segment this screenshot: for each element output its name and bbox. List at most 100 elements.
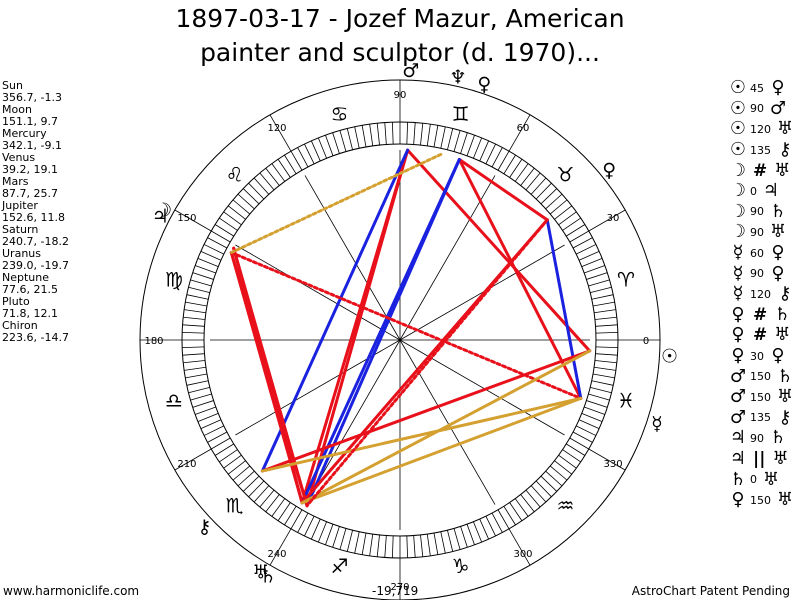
aspect-planet-2: ♄ xyxy=(776,365,794,387)
aspect-row: ☽ 0 ♃ xyxy=(727,181,796,202)
degree-label: 210 xyxy=(177,459,196,470)
zodiac-sign-glyph: ♓ xyxy=(617,389,635,413)
aspect-row: ♀ # ♅ xyxy=(727,325,796,346)
aspect-planet-2: ♅ xyxy=(772,447,789,469)
aspect-row: ♃ 90 ♄ xyxy=(727,428,796,449)
ring-tick xyxy=(197,257,219,267)
ring-tick xyxy=(182,331,205,334)
ring-tick xyxy=(549,465,568,481)
ring-tick xyxy=(317,137,327,159)
aspect-line xyxy=(305,218,549,508)
ring-tick xyxy=(549,199,568,215)
ring-tick xyxy=(595,331,618,334)
ring-tick xyxy=(183,316,206,320)
aspect-planet-2: ♀ xyxy=(771,242,785,264)
aspect-angle: 135 xyxy=(750,411,771,425)
ring-tick xyxy=(304,143,315,165)
ring-tick xyxy=(354,126,360,149)
ring-tick xyxy=(595,353,618,356)
ring-tick xyxy=(297,147,309,168)
planet-coords: 356.7, -1.3 xyxy=(2,91,62,104)
planet-coords: 77.6, 21.5 xyxy=(2,283,58,296)
aspect-row: ☽ 90 ♅ xyxy=(727,222,796,243)
ring-tick xyxy=(232,465,251,481)
ring-tick xyxy=(248,480,265,498)
degree-label: 120 xyxy=(267,123,286,134)
ring-tick xyxy=(473,137,483,159)
aspect-angle: 150 xyxy=(750,493,771,507)
ring-tick xyxy=(590,286,612,293)
aspect-row: ♄ 0 ♅ xyxy=(727,469,796,490)
aspect-planet-1: ♂ xyxy=(729,386,747,408)
ring-tick xyxy=(447,530,454,552)
ring-tick xyxy=(584,265,605,274)
ring-tick xyxy=(586,272,608,280)
aspect-row: ♀ 30 ♀ xyxy=(727,346,796,367)
ring-tick xyxy=(535,480,552,498)
ring-tick xyxy=(242,475,260,492)
aspect-planet-2: ♄ xyxy=(769,200,787,222)
ring-tick xyxy=(325,135,334,156)
planet-name: Sun xyxy=(2,79,23,92)
house-spokes xyxy=(140,80,660,600)
planet-name: Saturn xyxy=(2,223,39,236)
ring-tick xyxy=(413,122,416,145)
aspect-line xyxy=(545,218,583,400)
degree-label: 60 xyxy=(517,123,530,134)
aspect-line xyxy=(457,158,549,222)
ring-tick xyxy=(339,528,347,550)
ring-tick xyxy=(491,512,503,533)
aspect-row: ☉ 135 ⚷ xyxy=(727,140,796,161)
ring-tick xyxy=(572,237,593,249)
ring-tick xyxy=(277,502,291,521)
aspect-row: ♀ # ♄ xyxy=(727,305,796,326)
planet-name: Mercury xyxy=(2,127,47,140)
aspect-angle: 90 xyxy=(750,205,764,219)
degree-label: 300 xyxy=(513,549,532,560)
aspect-row: ♂ 150 ♄ xyxy=(727,366,796,387)
planet-coords: 87.7, 25.7 xyxy=(2,187,58,200)
ring-tick xyxy=(433,125,439,148)
ring-tick xyxy=(369,124,374,146)
aspect-row: ♂ 150 ♅ xyxy=(727,387,796,408)
ring-tick xyxy=(420,123,424,146)
ring-tick xyxy=(406,535,409,558)
ring-tick xyxy=(581,257,603,267)
ring-tick xyxy=(594,316,617,320)
planet-glyph: ☿ xyxy=(651,413,663,435)
outer-spoke xyxy=(508,114,531,152)
ring-tick xyxy=(420,534,424,557)
aspect-planet-1: ♃ xyxy=(729,427,747,449)
outer-spoke xyxy=(174,448,212,471)
aspect-planet-2: ⚷ xyxy=(778,283,792,305)
ring-tick xyxy=(211,230,231,243)
aspect-symbol: # xyxy=(753,325,768,346)
ring-tick xyxy=(485,143,496,165)
footer-patent: AstroChart Patent Pending xyxy=(631,584,790,598)
ring-tick xyxy=(219,217,238,231)
ring-tick xyxy=(433,532,439,555)
planet-coords: 151.1, 9.7 xyxy=(2,115,58,128)
ring-tick xyxy=(391,535,394,558)
ring-tick xyxy=(595,324,618,327)
ring-tick xyxy=(186,294,209,300)
title-line-2: painter and sculptor (d. 1970)... xyxy=(200,38,600,67)
outer-spoke xyxy=(269,528,292,566)
aspect-planet-2: ♀ xyxy=(771,262,785,284)
ring-tick xyxy=(509,159,523,178)
ring-tick xyxy=(211,437,231,450)
degree-label: 180 xyxy=(144,336,163,347)
ring-tick xyxy=(525,489,541,508)
ring-tick xyxy=(248,182,265,200)
ring-tick xyxy=(190,393,212,401)
aspect-lines xyxy=(229,148,592,508)
aspect-symbol: # xyxy=(753,304,768,325)
planet-glyphs: ☉ ☽ ☿ ♀ ♂ ♃ ♄♅ ♆ ♀ ⚷ xyxy=(152,60,678,587)
aspect-planet-2: ♀ xyxy=(771,345,785,367)
ring-tick xyxy=(595,346,618,349)
outer-spoke xyxy=(508,528,531,566)
ring-tick xyxy=(530,485,547,503)
ring-tick xyxy=(310,140,321,162)
aspect-angle: 120 xyxy=(750,287,771,301)
ring-tick xyxy=(460,526,468,548)
